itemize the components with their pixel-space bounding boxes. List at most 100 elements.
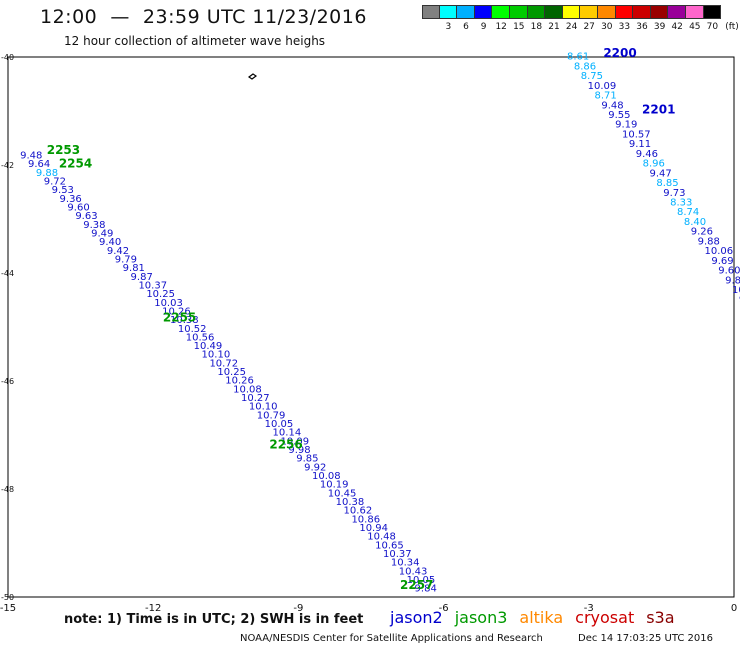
colorbar-swatch [509, 5, 528, 19]
colorbar-unit: (ft) [725, 22, 739, 32]
wave-height-label: 10.86 [351, 514, 380, 525]
island-outline [247, 73, 258, 80]
wave-height-label: 10.94 [359, 523, 388, 534]
colorbar-swatch [474, 5, 493, 19]
wave-height-label: 10.27 [241, 393, 270, 404]
wave-height-label: 9.60 [718, 266, 740, 277]
colorbar-swatch [527, 5, 546, 19]
colorbar-swatch [439, 5, 458, 19]
wave-height-label: 8.86 [574, 61, 596, 72]
colorbar-label: 45 [689, 22, 701, 32]
lat-tick-label: -50 [1, 593, 14, 602]
wave-height-label: 9.88 [36, 168, 58, 179]
wave-height-label: 9.36 [60, 194, 82, 205]
lon-tick-label: -6 [439, 603, 449, 614]
wave-height-label: 9.60 [67, 202, 89, 213]
wave-height-label: 8.75 [581, 71, 603, 82]
wave-height-label: 9.47 [649, 168, 671, 179]
wave-height-label: 9.85 [296, 454, 318, 465]
wave-height-label: 9.42 [107, 246, 129, 257]
satellite-altika: altika [519, 608, 564, 627]
wave-height-label: 9.19 [615, 120, 637, 131]
track-jason2-east: 8.618.868.7510.098.719.489.559.1910.579.… [567, 46, 740, 306]
wave-height-label: 9.72 [44, 177, 66, 188]
wave-height-label: 10.09 [588, 81, 617, 92]
lon-tick-label: -3 [584, 603, 594, 614]
colorbar-label: 9 [480, 22, 487, 32]
lon-tick-label: -12 [145, 603, 161, 614]
credit-text: NOAA/NESDIS Center for Satellite Applica… [240, 633, 543, 644]
wave-height-label: 10.03 [154, 298, 183, 309]
track-jason3-west: 9.489.649.889.729.539.369.609.639.389.49… [20, 143, 437, 594]
wave-height-label: 10.48 [367, 532, 396, 543]
wave-height-label: 9.69 [711, 256, 733, 267]
wave-height-label: 10.43 [399, 566, 428, 577]
lat-tick-label: -44 [1, 269, 14, 278]
wave-height-label: 8.40 [684, 217, 706, 228]
colorbar-label: 36 [636, 22, 648, 32]
time-label: 2255 [163, 311, 196, 325]
satellite-jason3: jason3 [454, 608, 508, 627]
colorbar-swatch [650, 5, 669, 19]
colorbar-label: 70 [706, 22, 719, 32]
wave-height-label: 10.05 [265, 419, 294, 430]
colorbar-swatch [615, 5, 634, 19]
time-label: 2256 [269, 438, 302, 452]
wave-height-label: 10.19 [320, 480, 349, 491]
colorbar-label: 3 [445, 22, 452, 32]
lon-tick-label: 0 [731, 603, 737, 614]
wave-height-label: 9.92 [304, 462, 326, 473]
wave-height-label: 9.38 [83, 220, 105, 231]
wave-height-label: 10.38 [170, 315, 199, 326]
wave-height-label: 10.25 [217, 367, 246, 378]
colorbar-label: 21 [548, 22, 560, 32]
wave-height-label: 9.49 [91, 228, 113, 239]
wave-height-label: 8.33 [670, 198, 692, 209]
wave-height-label: 9.11 [629, 139, 651, 150]
wave-height-label: 10.56 [186, 332, 215, 343]
colorbar-label: 27 [583, 22, 595, 32]
wave-height-label: 10.26 [162, 306, 191, 317]
satellite-s3a: s3a [646, 608, 675, 627]
colorbar-label: 18 [530, 22, 543, 32]
map-title: 12:00 — 23:59 UTC 11/23/2016 [40, 6, 367, 28]
time-label: 2201 [642, 103, 675, 117]
wave-height-label: 10.26 [225, 376, 254, 387]
satellite-jason2: jason2 [390, 608, 443, 627]
wave-height-label: 9.81 [123, 263, 145, 274]
colorbar-swatch [545, 5, 563, 19]
time-label: 2254 [59, 157, 92, 171]
wave-height-label: 9.98 [288, 445, 310, 456]
wave-height-label: 10.25 [146, 289, 175, 300]
wave-height-label: 9.48 [20, 151, 42, 162]
wave-height-label: 10.10 [249, 402, 278, 413]
wave-height-label: 10.37 [138, 280, 167, 291]
wave-height-colorbar [422, 5, 722, 19]
map-subtitle: 12 hour collection of altimeter wave hei… [64, 34, 326, 48]
wave-height-label: 9.87 [131, 272, 153, 283]
wave-height-label: 9.88 [698, 236, 720, 247]
wave-height-label: 10.14 [273, 428, 302, 439]
colorbar-swatch [492, 5, 510, 19]
wave-height-label: 10.79 [257, 410, 286, 421]
wave-height-label: 9.84 [415, 584, 437, 595]
wave-height-label: 10.52 [178, 324, 207, 335]
wave-height-label: 10.09 [280, 436, 309, 447]
generation-timestamp: Dec 14 17:03:25 UTC 2016 [578, 633, 713, 644]
wave-height-label: 10.65 [375, 540, 404, 551]
wave-height-label: 8.61 [567, 52, 589, 63]
wave-height-label: 10.05 [407, 575, 436, 586]
colorbar-swatch [457, 5, 475, 19]
colorbar-swatch [685, 5, 704, 19]
colorbar-label: 15 [513, 22, 525, 32]
colorbar-label: 12 [495, 22, 507, 32]
wave-height-label: 9.88 [725, 275, 740, 286]
wave-height-label: 10.08 [233, 384, 262, 395]
wave-height-label: 10.49 [194, 341, 223, 352]
wave-height-label: 9.53 [52, 185, 74, 196]
wave-height-label: 9.73 [663, 188, 685, 199]
wave-height-label: 9.55 [608, 110, 630, 121]
wave-height-label: 10.62 [344, 506, 373, 517]
wave-height-label: 10.06 [704, 246, 733, 257]
